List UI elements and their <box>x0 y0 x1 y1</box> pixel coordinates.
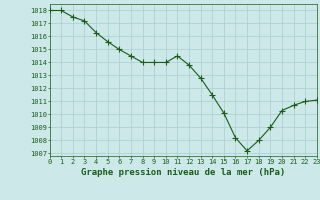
X-axis label: Graphe pression niveau de la mer (hPa): Graphe pression niveau de la mer (hPa) <box>81 168 285 177</box>
